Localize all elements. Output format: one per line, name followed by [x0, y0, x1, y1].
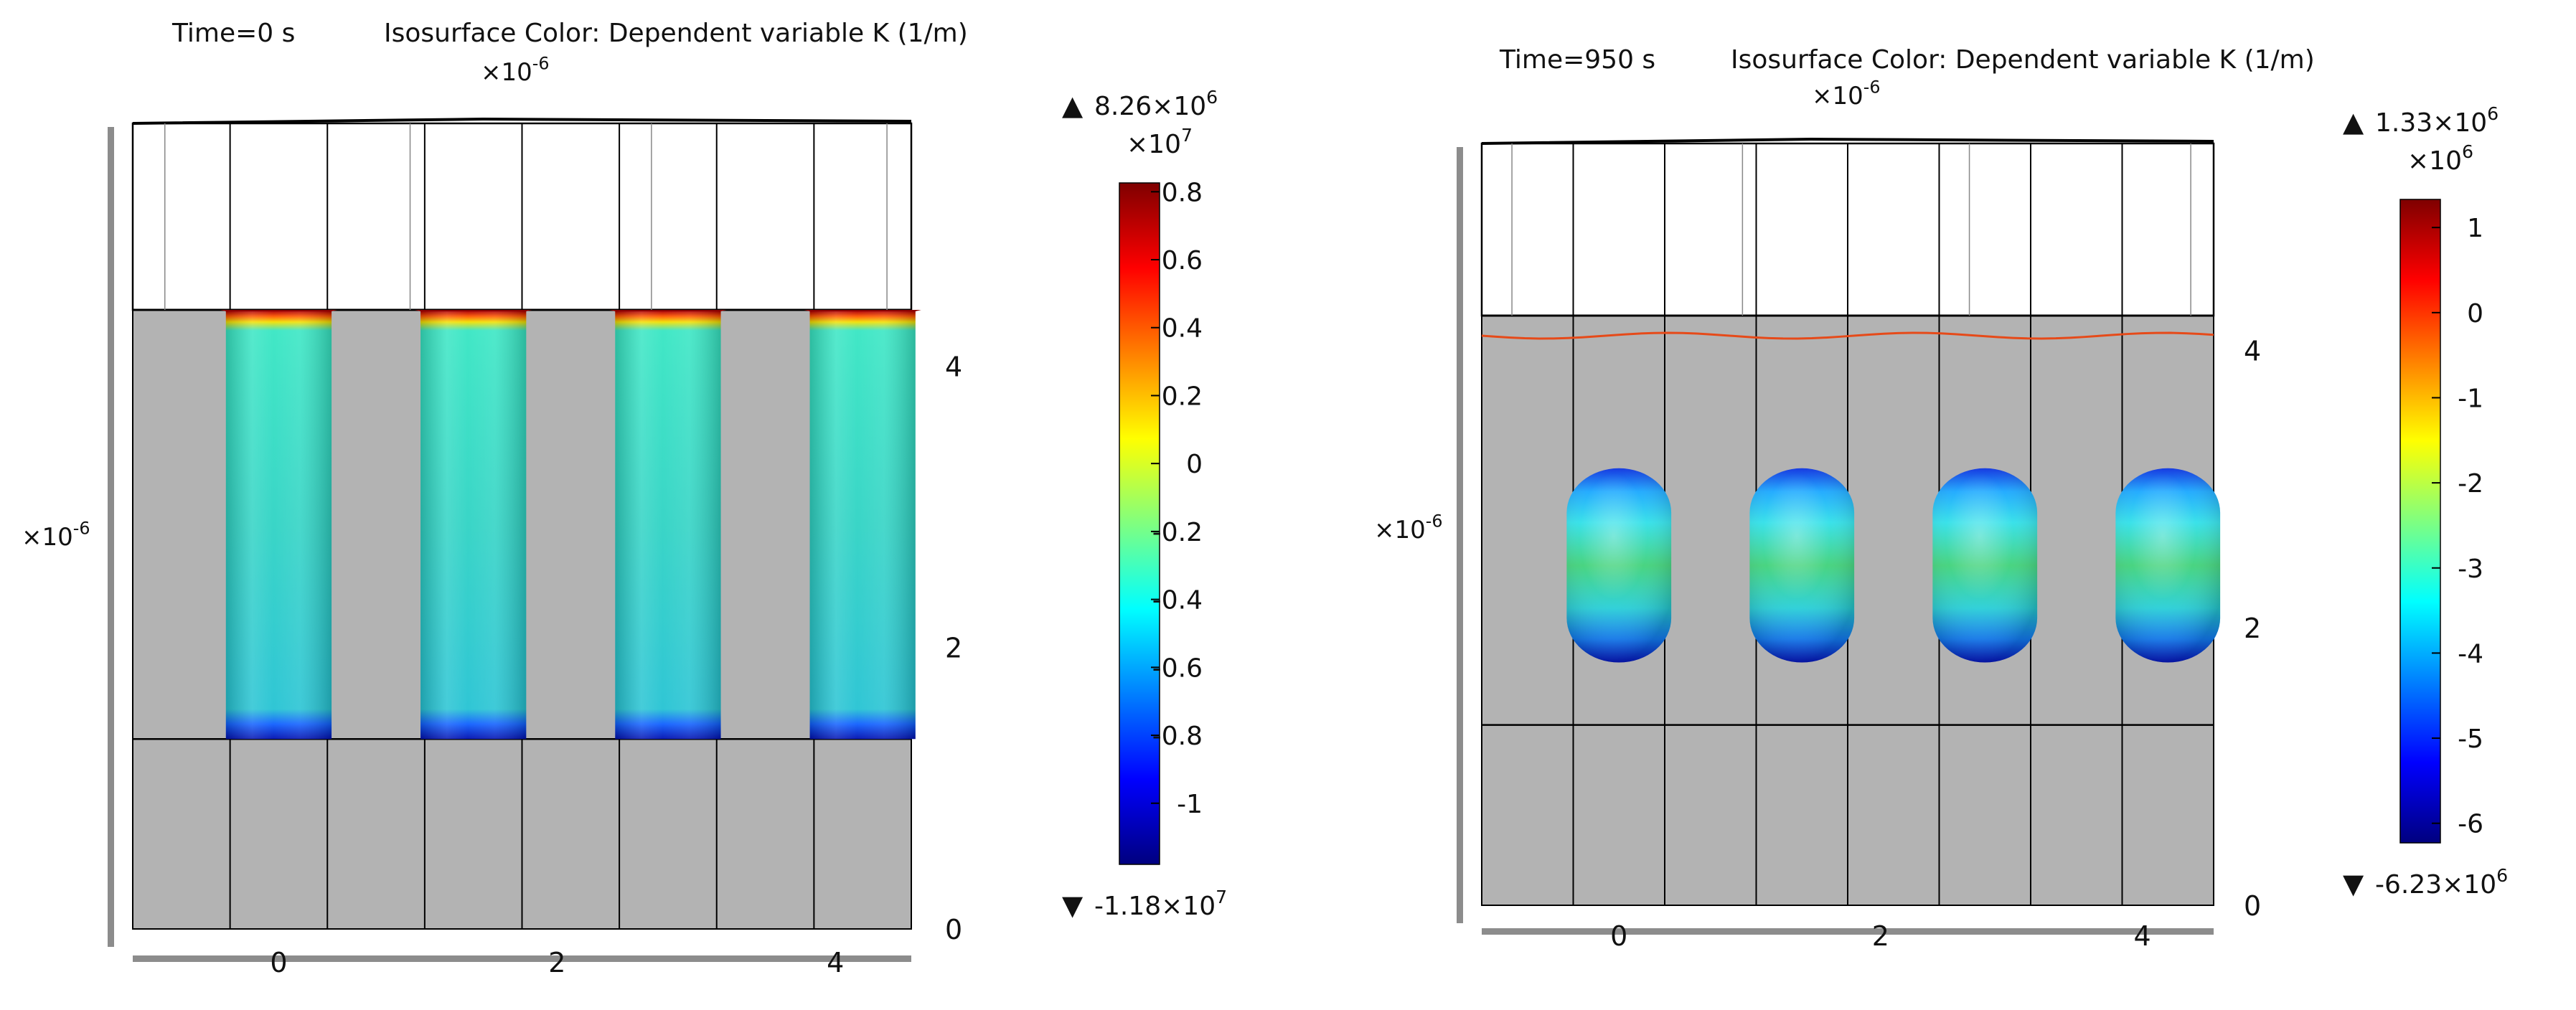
colorbar-tick-label: -3 — [2458, 554, 2483, 584]
colorbar-tick-label: 0.6 — [1162, 246, 1203, 275]
x-tick-label: 2 — [548, 947, 565, 978]
chart-subtitle: Isosurface Color: Dependent variable K (… — [1731, 45, 2315, 75]
colorbar-max-label: 8.26×106 — [1094, 87, 1218, 121]
colorbar-tick-label: -6 — [2458, 810, 2483, 839]
y-tick-label: 4 — [945, 351, 962, 382]
colorbar-tick-label: -0.2 — [1152, 518, 1203, 547]
colorbar-min-label: -6.23×106 — [2375, 865, 2508, 900]
axis-multiplier-side: ×10-6 — [1374, 511, 1443, 544]
x-axis-bar — [1482, 928, 2214, 935]
x-tick-label: 0 — [270, 947, 287, 978]
y-tick-label: 4 — [2244, 335, 2261, 367]
x-tick-label: 4 — [827, 947, 844, 978]
x-tick-label: 0 — [1610, 920, 1627, 952]
colorbar-tick-label: -0.6 — [1152, 653, 1203, 683]
chart-1: Time=0 s Isosurface Color: Dependent vari… — [22, 19, 1227, 978]
colorbar-tick-label: 0 — [1186, 450, 1203, 479]
x-axis-bar — [133, 955, 911, 962]
capsule-shading — [1932, 468, 2038, 663]
colorbar-tick-label: -2 — [2458, 469, 2483, 499]
chart-title: Time=950 s — [1499, 45, 1655, 75]
x-tick-label: 2 — [1872, 920, 1889, 952]
upper-domain-top-edge — [132, 117, 912, 125]
interface-curve — [1481, 331, 2214, 340]
y-tick-label: 2 — [945, 633, 962, 664]
chart-subtitle: Isosurface Color: Dependent variable K (… — [384, 19, 968, 48]
cylinder-shading — [420, 311, 527, 740]
colorbar-min-label: -1.18×107 — [1094, 887, 1227, 921]
y-tick-label: 0 — [2244, 890, 2261, 922]
cylinder-rim — [415, 310, 532, 311]
capsule-shading — [1566, 468, 1672, 663]
colorbar-tick-label: -0.4 — [1152, 586, 1203, 615]
cylinder-shading — [809, 311, 916, 740]
chart-title: Time=0 s — [171, 19, 295, 48]
colorbar-tick-label: -1 — [1177, 790, 1203, 819]
axis-multiplier-side: ×10-6 — [22, 519, 90, 552]
colorbar — [1119, 182, 1160, 865]
min-marker: ▼ — [1062, 889, 1083, 921]
max-marker: ▲ — [2343, 106, 2364, 138]
upper-domain-top-edge — [1481, 137, 2214, 145]
y-axis-bar — [108, 127, 114, 947]
chart-2: Time=950 s Isosurface Color: Dependent va… — [1374, 45, 2508, 952]
capsule-shading — [2115, 468, 2221, 663]
axis-multiplier-top: ×10-6 — [481, 54, 550, 87]
y-tick-label: 2 — [2244, 613, 2261, 644]
colorbar-tick-label: 1 — [2467, 214, 2483, 243]
colorbar-tick-label: -0.8 — [1152, 722, 1203, 751]
cylinder-rim — [609, 310, 727, 311]
x-tick-label: 4 — [2133, 920, 2150, 952]
colorbar-max-label: 1.33×106 — [2375, 103, 2499, 138]
y-tick-label: 0 — [945, 914, 962, 945]
cylinder-shading — [615, 311, 721, 740]
colorbar-tick-label: -4 — [2458, 639, 2483, 669]
colorbar — [2399, 199, 2441, 844]
colorbar-tick-label: -1 — [2458, 384, 2483, 413]
cylinder-rim — [220, 310, 338, 311]
colorbar-tick-label: 0.2 — [1162, 382, 1203, 411]
colorbar-tick-label: 0.8 — [1162, 178, 1203, 207]
axis-multiplier-top: ×10-6 — [1812, 77, 1881, 110]
max-marker: ▲ — [1062, 90, 1083, 121]
y-axis-bar — [1457, 147, 1463, 923]
cylinder-rim — [804, 310, 921, 311]
colorbar-scale-label: ×107 — [1127, 125, 1193, 159]
min-marker: ▼ — [2343, 868, 2364, 900]
cylinder-shading — [225, 311, 332, 740]
colorbar-tick-label: -5 — [2458, 725, 2483, 754]
colorbar-tick-label: 0.4 — [1162, 314, 1203, 344]
colorbar-scale-label: ×106 — [2407, 141, 2473, 176]
colorbar-tick-label: 0 — [2467, 299, 2483, 329]
capsule-shading — [1749, 468, 1855, 663]
